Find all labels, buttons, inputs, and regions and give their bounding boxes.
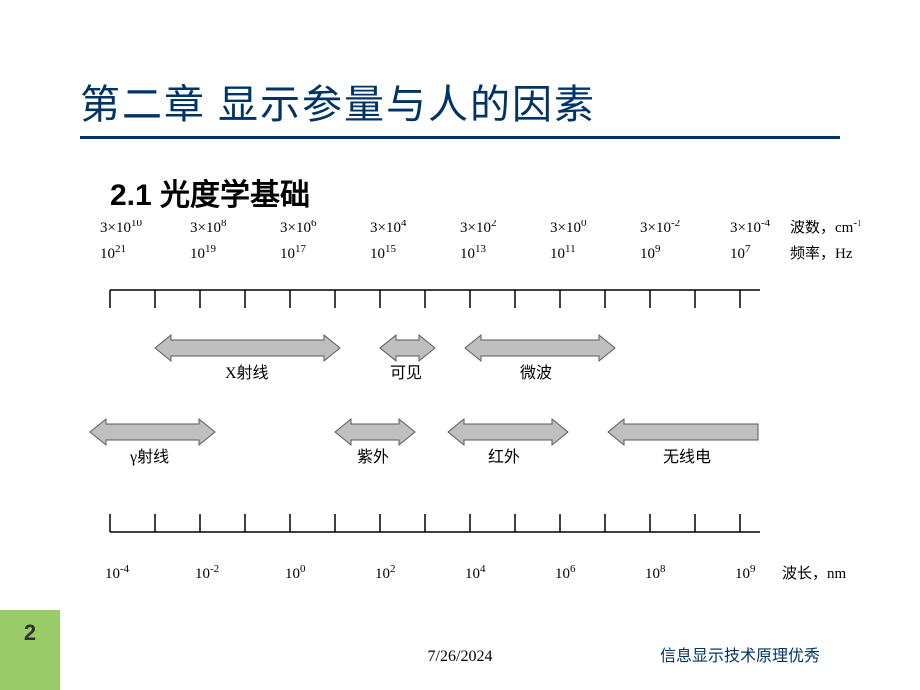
svg-text:104: 104 (465, 563, 486, 582)
spectrum-diagram: 3×1010 3×108 3×106 3×104 3×102 3×100 3×10-2 3×1… (80, 220, 860, 600)
svg-text:微波: 微波 (520, 364, 552, 382)
svg-text:1019: 1019 (190, 243, 217, 262)
svg-text:可见: 可见 (390, 365, 422, 382)
svg-text:102: 102 (375, 563, 396, 582)
svg-text:3×100: 3×100 (550, 220, 587, 236)
svg-text:109: 109 (640, 243, 661, 262)
svg-text:3×106: 3×106 (280, 220, 317, 236)
section-subtitle: 2.1 光度学基础 (110, 170, 310, 214)
svg-text:10-2: 10-2 (195, 563, 219, 582)
svg-text:100: 100 (285, 563, 306, 582)
chapter-title: 第二章 显示参量与人的因素 (80, 72, 840, 139)
svg-text:波长，nm: 波长，nm (782, 565, 847, 582)
svg-text:3×10-4: 3×10-4 (730, 220, 771, 236)
svg-text:3×102: 3×102 (460, 220, 496, 236)
svg-text:107: 107 (730, 243, 751, 262)
svg-text:紫外: 紫外 (357, 448, 389, 466)
page-number-box: 2 (0, 610, 60, 690)
svg-text:1013: 1013 (460, 243, 487, 262)
footer-caption: 信息显示技术原理优秀 (660, 642, 820, 666)
svg-text:3×1010: 3×1010 (100, 220, 142, 236)
svg-text:γ射线: γ射线 (129, 448, 169, 466)
svg-text:109: 109 (735, 563, 756, 582)
page-number: 2 (24, 620, 36, 646)
footer-date: 7/26/2024 (428, 648, 493, 666)
svg-text:1021: 1021 (100, 243, 126, 262)
svg-text:频率，Hz: 频率，Hz (790, 245, 853, 262)
svg-text:波数，cm-1: 波数，cm-1 (790, 220, 860, 236)
svg-text:1011: 1011 (550, 243, 576, 262)
svg-text:108: 108 (645, 563, 666, 582)
title-container: 第二章 显示参量与人的因素 (80, 72, 840, 139)
svg-text:3×10-2: 3×10-2 (640, 220, 680, 236)
svg-text:106: 106 (555, 563, 576, 582)
svg-text:X射线: X射线 (225, 364, 269, 382)
svg-text:无线电: 无线电 (663, 448, 711, 466)
svg-text:1017: 1017 (280, 243, 307, 262)
svg-text:红外: 红外 (488, 448, 520, 466)
svg-text:3×108: 3×108 (190, 220, 227, 236)
svg-text:1015: 1015 (370, 243, 397, 262)
svg-text:3×104: 3×104 (370, 220, 407, 236)
svg-text:10-4: 10-4 (105, 563, 130, 582)
